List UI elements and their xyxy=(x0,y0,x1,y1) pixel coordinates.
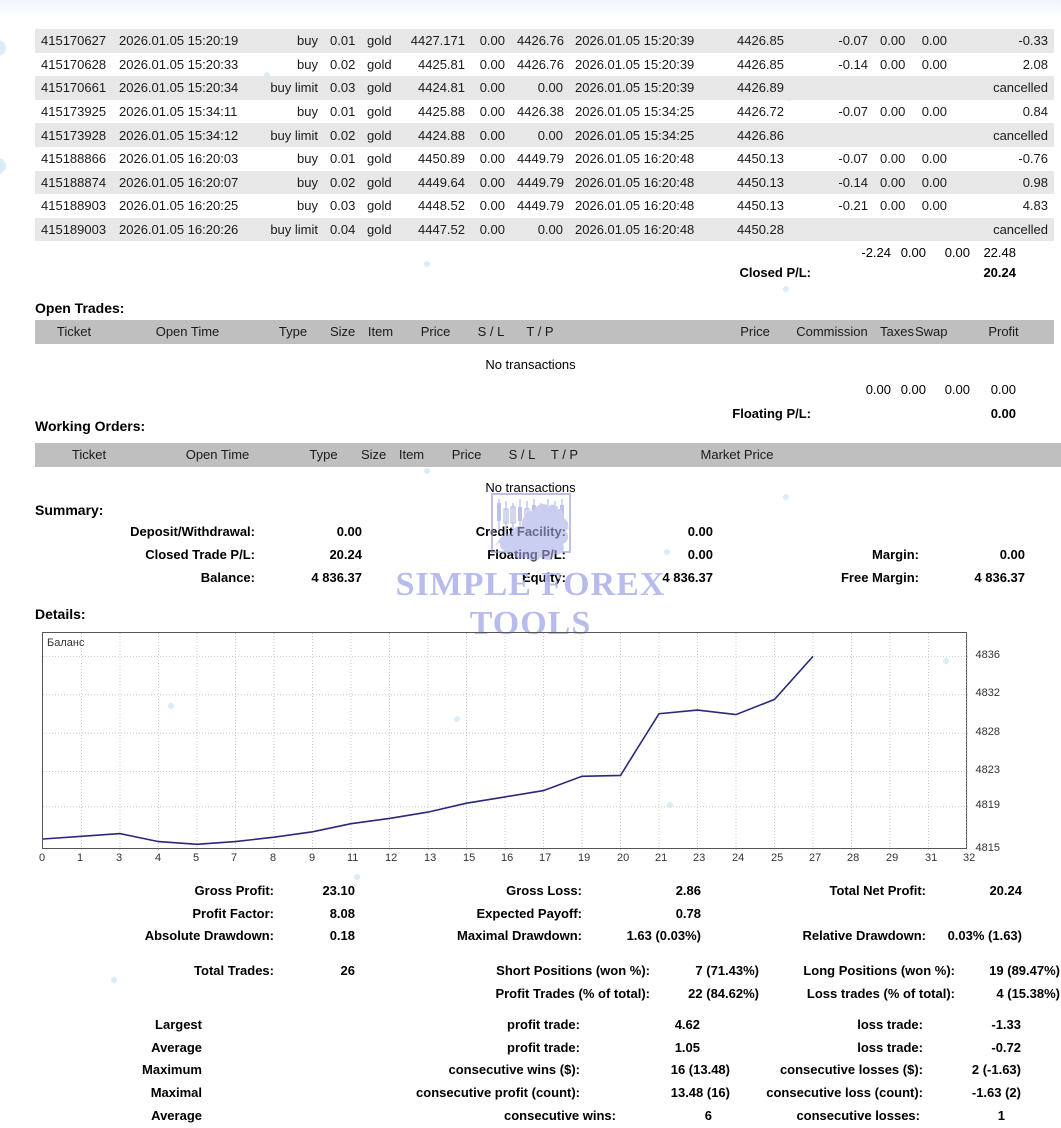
svg-text:Баланс: Баланс xyxy=(47,637,85,649)
